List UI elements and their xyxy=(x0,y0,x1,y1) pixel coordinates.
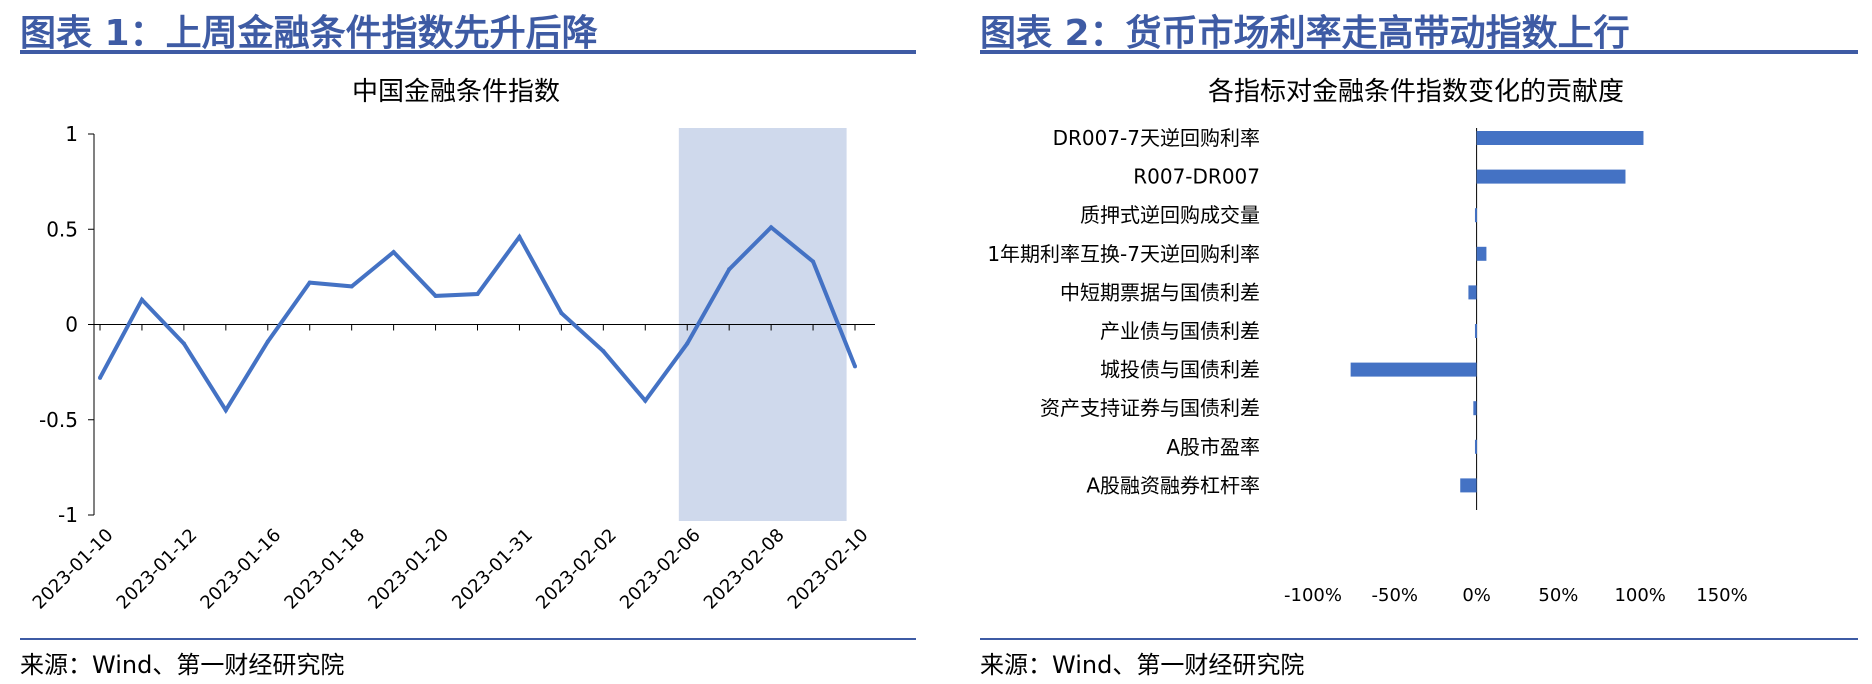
left-source-rule xyxy=(20,638,916,640)
x-tick-label: 2023-01-10 xyxy=(29,525,118,614)
category-label: 产业债与国债利差 xyxy=(1100,319,1260,343)
data-point xyxy=(391,250,396,255)
data-point xyxy=(139,297,144,302)
category-label: 资产支持证券与国债利差 xyxy=(1040,396,1260,420)
x-tick-label: 2023-01-18 xyxy=(280,525,369,614)
x-tick-label: 2023-02-06 xyxy=(616,525,705,614)
x-tick-label: -50% xyxy=(1372,585,1419,606)
data-point xyxy=(769,225,774,230)
x-tick-label: 150% xyxy=(1696,585,1747,606)
data-point xyxy=(223,408,228,413)
x-tick-label: 2023-01-12 xyxy=(113,525,202,614)
x-tick-label: 2023-01-16 xyxy=(196,525,285,614)
x-tick-label: 2023-01-20 xyxy=(364,525,453,614)
bar xyxy=(1474,208,1477,223)
x-tick-label: 2023-01-31 xyxy=(448,525,537,614)
left-title-rule xyxy=(20,50,916,54)
data-point xyxy=(559,311,564,316)
bar xyxy=(1474,439,1477,454)
y-tick-label: 0.5 xyxy=(46,217,78,241)
bars xyxy=(1350,131,1644,493)
bar xyxy=(1476,246,1487,261)
data-point xyxy=(349,284,354,289)
category-label: DR007-7天逆回购利率 xyxy=(1053,126,1260,150)
line-chart: 中国金融条件指数 10.50-0.5-1 2023-01-102023-01-1… xyxy=(29,77,875,614)
data-point xyxy=(601,349,606,354)
data-point xyxy=(307,280,312,285)
data-point xyxy=(517,234,522,239)
category-label: 中短期票据与国债利差 xyxy=(1060,280,1260,304)
bar xyxy=(1460,478,1477,493)
x-tick-label: 100% xyxy=(1614,585,1665,606)
data-point xyxy=(181,341,186,346)
data-point xyxy=(643,398,648,403)
y-tick-label: -0.5 xyxy=(39,408,78,432)
data-point xyxy=(265,339,270,344)
left-figure-title: 图表 1：上周金融条件指数先升后降 xyxy=(20,13,598,54)
bar xyxy=(1350,362,1477,377)
y-axis-ticks: 1 0.5 0 -0.5 -1 xyxy=(39,122,94,527)
bar xyxy=(1468,285,1477,300)
y-tick-label: -1 xyxy=(58,503,78,527)
data-point xyxy=(433,293,438,298)
right-title-rule xyxy=(980,50,1858,54)
category-label: 1年期利率互换-7天逆回购利率 xyxy=(987,242,1260,266)
y-tick-label: 1 xyxy=(65,122,78,146)
data-point xyxy=(811,259,816,264)
category-label: A股融资融券杠杆率 xyxy=(1086,473,1260,497)
x-tick-label: 2023-02-10 xyxy=(784,525,873,614)
x-axis-ticks: -100% -50% 0% 50% 100% 150% xyxy=(1284,585,1748,606)
left-figure-panel: 图表 1：上周金融条件指数先升后降 来源：Wind、第一财经研究院 中国金融条件… xyxy=(0,0,930,684)
data-point xyxy=(685,341,690,346)
right-figure-panel: 图表 2：货币市场利率走高带动指数上行 来源：Wind、第一财经研究院 各指标对… xyxy=(960,0,1872,684)
right-source-rule xyxy=(980,638,1858,640)
line-chart-title: 中国金融条件指数 xyxy=(352,77,560,107)
data-point xyxy=(727,267,732,272)
category-label: R007-DR007 xyxy=(1133,165,1260,189)
bar xyxy=(1476,131,1644,145)
data-point xyxy=(853,364,857,369)
category-labels: DR007-7天逆回购利率 R007-DR007 质押式逆回购成交量 1年期利率互换-… xyxy=(987,126,1260,497)
x-tick-label: 2023-02-08 xyxy=(700,525,789,614)
series-points xyxy=(98,225,857,413)
y-tick-label: 0 xyxy=(65,313,78,337)
x-tick-label: -100% xyxy=(1284,585,1342,606)
bar xyxy=(1476,169,1626,184)
right-figure-title: 图表 2：货币市场利率走高带动指数上行 xyxy=(980,13,1630,54)
bar xyxy=(1473,401,1477,416)
category-label: 城投债与国债利差 xyxy=(1100,358,1260,382)
x-tick-label: 2023-02-02 xyxy=(532,525,621,614)
x-tick-label: 0% xyxy=(1462,585,1491,606)
bar xyxy=(1474,324,1477,338)
data-point xyxy=(98,375,102,380)
category-label: 质押式逆回购成交量 xyxy=(1080,203,1260,227)
x-tick-label: 50% xyxy=(1538,585,1578,606)
bar-chart: 各指标对金融条件指数变化的贡献度 DR007-7天逆回购利率 R007-DR007… xyxy=(987,77,1748,606)
data-point xyxy=(475,292,480,297)
category-label: A股市盈率 xyxy=(1166,435,1260,459)
right-source-note: 来源：Wind、第一财经研究院 xyxy=(980,651,1305,679)
left-source-note: 来源：Wind、第一财经研究院 xyxy=(20,651,345,679)
bar-chart-title: 各指标对金融条件指数变化的贡献度 xyxy=(1208,77,1624,107)
